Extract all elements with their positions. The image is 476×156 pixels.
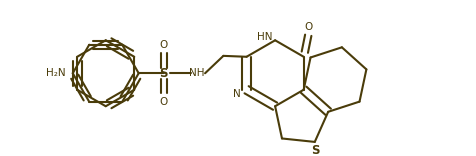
Text: O: O: [304, 22, 312, 32]
Text: N: N: [232, 89, 240, 99]
Text: NH: NH: [188, 68, 204, 78]
Text: HN: HN: [257, 32, 272, 42]
Text: H₂N: H₂N: [46, 68, 66, 78]
Text: O: O: [159, 40, 168, 50]
Text: S: S: [159, 67, 168, 80]
Text: S: S: [311, 144, 319, 156]
Text: O: O: [159, 97, 168, 107]
